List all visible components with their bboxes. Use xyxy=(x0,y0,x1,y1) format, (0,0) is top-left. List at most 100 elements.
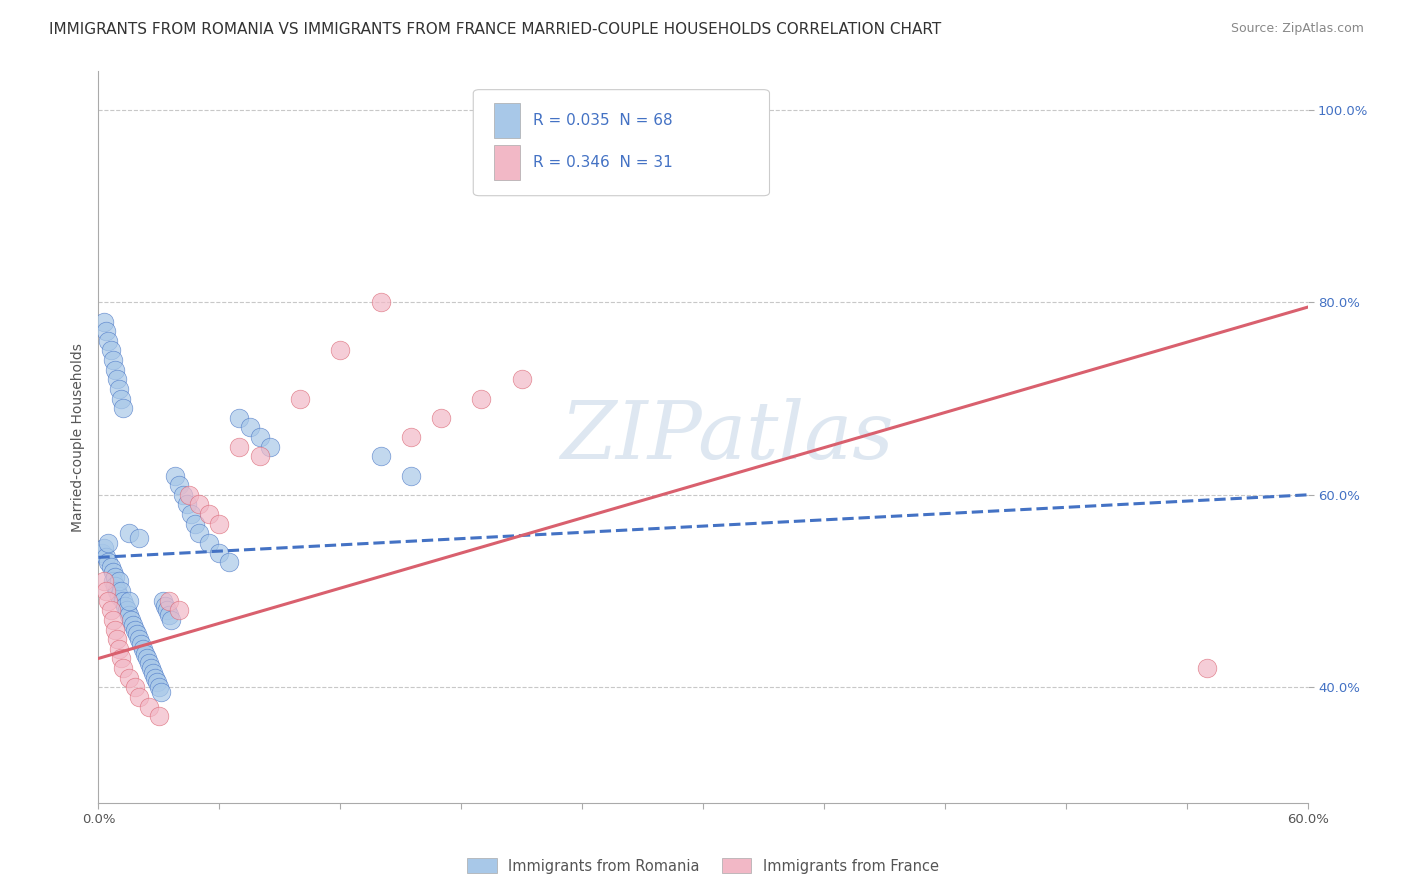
Point xyxy=(249,430,271,444)
FancyBboxPatch shape xyxy=(474,90,769,195)
Point xyxy=(132,641,155,656)
Point xyxy=(110,392,132,406)
Point xyxy=(111,661,134,675)
Point xyxy=(188,498,211,512)
Point xyxy=(179,488,201,502)
Point xyxy=(124,623,146,637)
Point xyxy=(118,608,141,623)
Point xyxy=(329,343,352,358)
Point xyxy=(228,440,250,454)
Point xyxy=(152,593,174,607)
Point xyxy=(115,603,138,617)
Point xyxy=(134,647,156,661)
Point xyxy=(399,430,422,444)
Point xyxy=(93,541,115,555)
Point xyxy=(430,410,453,425)
Point xyxy=(167,478,190,492)
Point xyxy=(239,420,262,434)
Point xyxy=(121,617,143,632)
Point xyxy=(101,353,124,368)
Point xyxy=(93,574,115,589)
Point xyxy=(118,593,141,607)
FancyBboxPatch shape xyxy=(494,103,520,137)
Point xyxy=(510,372,533,386)
Text: Source: ZipAtlas.com: Source: ZipAtlas.com xyxy=(1230,22,1364,36)
Point xyxy=(111,593,134,607)
Point xyxy=(110,584,132,599)
Point xyxy=(180,507,202,521)
Point xyxy=(107,589,129,603)
Point xyxy=(100,343,122,358)
Point xyxy=(198,507,221,521)
Point xyxy=(96,550,118,565)
Point xyxy=(129,637,152,651)
Point xyxy=(138,699,160,714)
Point xyxy=(101,565,124,579)
Point xyxy=(167,603,190,617)
Point xyxy=(148,709,170,723)
Point xyxy=(160,613,183,627)
Point xyxy=(97,536,120,550)
Point xyxy=(105,372,128,386)
Point xyxy=(96,584,118,599)
Point xyxy=(107,641,129,656)
Point xyxy=(148,681,170,695)
Point xyxy=(176,498,198,512)
Point xyxy=(103,362,125,376)
Point xyxy=(163,468,186,483)
Point xyxy=(105,632,128,647)
Point xyxy=(97,334,120,348)
Point xyxy=(97,555,120,569)
Point xyxy=(249,450,271,464)
Point xyxy=(96,324,118,338)
Point xyxy=(100,560,122,574)
Point xyxy=(103,623,125,637)
Point xyxy=(103,579,125,593)
Point xyxy=(111,401,134,416)
Point xyxy=(153,599,176,613)
Point xyxy=(128,690,150,704)
Point xyxy=(143,671,166,685)
Point xyxy=(138,657,160,671)
Point xyxy=(107,382,129,396)
Point xyxy=(118,671,141,685)
Point xyxy=(208,516,231,531)
Point xyxy=(1195,661,1218,675)
Point xyxy=(135,651,157,665)
Point xyxy=(208,545,231,559)
Legend: Immigrants from Romania, Immigrants from France: Immigrants from Romania, Immigrants from… xyxy=(461,853,945,880)
Text: R = 0.346  N = 31: R = 0.346 N = 31 xyxy=(533,155,672,170)
Point xyxy=(103,569,125,583)
Point xyxy=(128,531,150,545)
Point xyxy=(149,685,172,699)
Point xyxy=(105,584,128,599)
Point xyxy=(198,536,221,550)
Point xyxy=(288,392,311,406)
Point xyxy=(107,574,129,589)
Point xyxy=(470,392,492,406)
Point xyxy=(91,545,114,559)
Point xyxy=(114,599,136,613)
Point xyxy=(157,593,180,607)
Point xyxy=(125,627,148,641)
Point xyxy=(188,526,211,541)
Point xyxy=(100,603,122,617)
Point xyxy=(110,651,132,665)
Point xyxy=(218,555,240,569)
Point xyxy=(97,593,120,607)
Text: IMMIGRANTS FROM ROMANIA VS IMMIGRANTS FROM FRANCE MARRIED-COUPLE HOUSEHOLDS CORR: IMMIGRANTS FROM ROMANIA VS IMMIGRANTS FR… xyxy=(49,22,942,37)
Point xyxy=(259,440,281,454)
Y-axis label: Married-couple Households: Married-couple Households xyxy=(70,343,84,532)
Point xyxy=(128,632,150,647)
Point xyxy=(124,681,146,695)
Text: R = 0.035  N = 68: R = 0.035 N = 68 xyxy=(533,112,672,128)
Point xyxy=(184,516,207,531)
Point xyxy=(156,603,179,617)
Point xyxy=(228,410,250,425)
FancyBboxPatch shape xyxy=(494,145,520,180)
Point xyxy=(101,574,124,589)
Point xyxy=(101,613,124,627)
Point xyxy=(146,675,169,690)
Point xyxy=(399,468,422,483)
Point xyxy=(370,295,392,310)
